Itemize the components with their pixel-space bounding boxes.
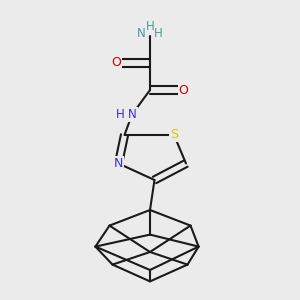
Text: H: H: [154, 27, 163, 40]
Text: N: N: [114, 157, 123, 170]
Text: O: O: [112, 56, 121, 70]
Text: N: N: [137, 27, 146, 40]
Text: O: O: [179, 83, 188, 97]
Text: S: S: [170, 128, 178, 142]
Text: N: N: [128, 108, 137, 121]
Text: H: H: [116, 108, 125, 121]
Text: H: H: [146, 20, 155, 34]
